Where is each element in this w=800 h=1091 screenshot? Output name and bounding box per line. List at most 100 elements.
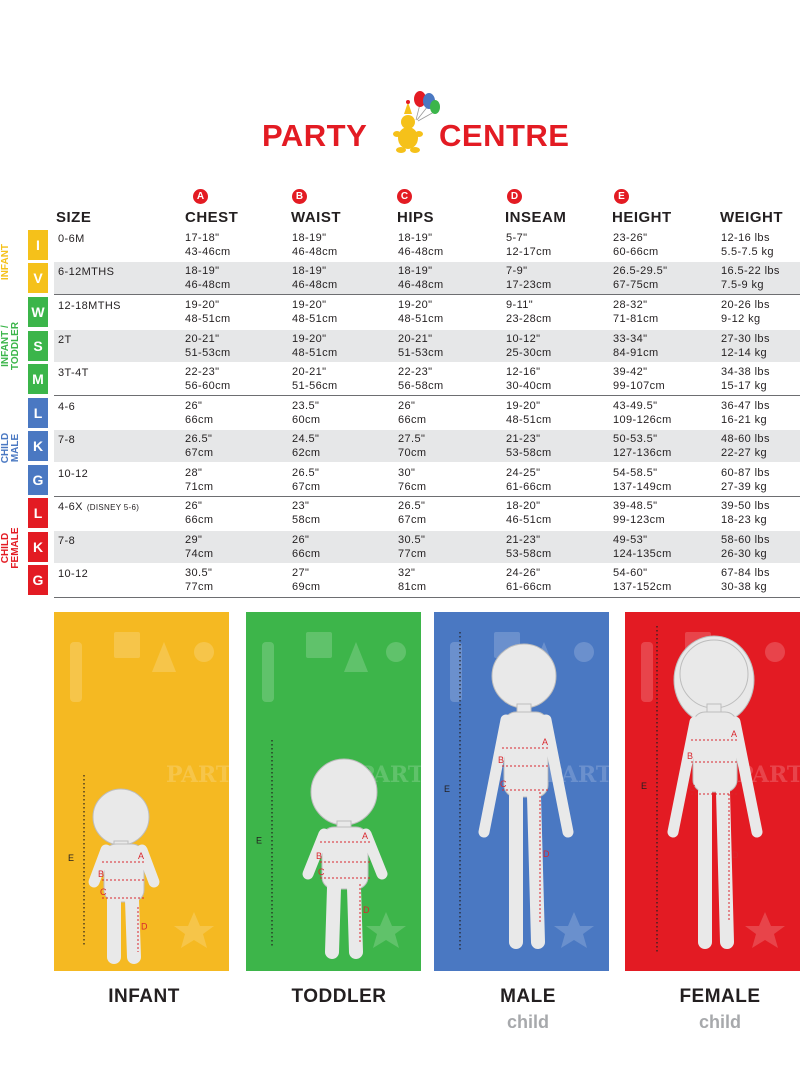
weight-metric: 7.5-9 kg bbox=[721, 279, 764, 291]
inseam-inches: 5-7" bbox=[506, 232, 528, 244]
svg-text:C: C bbox=[500, 779, 507, 789]
child-silhouette-icon: PARTY A BC D E bbox=[68, 632, 229, 964]
weight-cell: 20-26 lbs 9-12 kg bbox=[721, 298, 770, 326]
hips-cell: 22-23" 56-58cm bbox=[398, 365, 444, 393]
hips-cell: 20-21" 51-53cm bbox=[398, 332, 444, 360]
chest-inches: 26" bbox=[185, 500, 203, 512]
svg-text:C: C bbox=[689, 783, 696, 793]
svg-text:E: E bbox=[444, 784, 450, 794]
waist-cell: 23.5" 60cm bbox=[292, 399, 321, 427]
group-label: INFANT / TODDLER bbox=[0, 296, 25, 396]
svg-text:E: E bbox=[256, 836, 262, 846]
height-metric: 109-126cm bbox=[613, 414, 672, 426]
hips-cell: 18-19" 46-48cm bbox=[398, 264, 444, 292]
weight-cell: 58-60 lbs 26-30 kg bbox=[721, 533, 770, 561]
chest-metric: 67cm bbox=[185, 447, 214, 459]
inseam-metric: 30-40cm bbox=[506, 380, 552, 392]
inseam-cell: 9-11" 23-28cm bbox=[506, 298, 552, 326]
height-inches: 39-42" bbox=[613, 366, 648, 378]
height-inches: 43-49.5" bbox=[613, 400, 658, 412]
inseam-inches: 21-23" bbox=[506, 433, 541, 445]
hips-inches: 18-19" bbox=[398, 265, 433, 277]
inseam-cell: 21-23" 53-58cm bbox=[506, 432, 552, 460]
waist-metric: 69cm bbox=[292, 581, 321, 593]
weight-metric: 9-12 kg bbox=[721, 313, 761, 325]
weight-inches: 60-87 lbs bbox=[721, 467, 770, 479]
size-cell: 0-6M bbox=[58, 232, 85, 246]
weight-inches: 58-60 lbs bbox=[721, 534, 770, 546]
inseam-inches: 18-20" bbox=[506, 500, 541, 512]
svg-text:PARTY: PARTY bbox=[166, 762, 229, 788]
inseam-cell: 24-26" 61-66cm bbox=[506, 566, 552, 594]
height-metric: 60-66cm bbox=[613, 246, 659, 258]
hips-inches: 27.5" bbox=[398, 433, 426, 445]
svg-text:D: D bbox=[543, 849, 550, 859]
chest-marker: A bbox=[193, 189, 208, 204]
inseam-cell: 21-23" 53-58cm bbox=[506, 533, 552, 561]
header-height: HEIGHT bbox=[612, 209, 672, 226]
chest-metric: 66cm bbox=[185, 414, 214, 426]
inseam-cell: 10-12" 25-30cm bbox=[506, 332, 552, 360]
size-value: 10-12 bbox=[58, 468, 89, 480]
chest-cell: 29" 74cm bbox=[185, 533, 214, 561]
hips-metric: 70cm bbox=[398, 447, 427, 459]
size-cell: 6-12MTHS bbox=[58, 265, 114, 279]
height-cell: 43-49.5" 109-126cm bbox=[613, 399, 672, 427]
chest-metric: 56-60cm bbox=[185, 380, 231, 392]
size-letter-box: I bbox=[28, 230, 48, 260]
inseam-metric: 25-30cm bbox=[506, 347, 552, 359]
header-chest: CHEST bbox=[185, 209, 239, 226]
group-divider bbox=[54, 496, 800, 497]
table-row: 3T-4T 22-23" 56-60cm 20-21" 51-56cm 22-23" 56-… bbox=[54, 363, 800, 395]
weight-cell: 39-50 lbs 18-23 kg bbox=[721, 499, 770, 527]
chest-cell: 28" 71cm bbox=[185, 466, 214, 494]
size-letter-box: L bbox=[28, 398, 48, 428]
height-cell: 54-58.5" 137-149cm bbox=[613, 466, 672, 494]
weight-inches: 48-60 lbs bbox=[721, 433, 770, 445]
size-note: (DISNEY 5-6) bbox=[86, 503, 140, 512]
size-value: 7-8 bbox=[58, 535, 76, 547]
size-cell: 7-8 bbox=[58, 433, 75, 447]
hips-metric: 81cm bbox=[398, 581, 427, 593]
hips-metric: 46-48cm bbox=[398, 279, 444, 291]
size-letter-box: M bbox=[28, 364, 48, 394]
weight-inches: 34-38 lbs bbox=[721, 366, 770, 378]
weight-cell: 12-16 lbs 5.5-7.5 kg bbox=[721, 231, 774, 259]
chest-metric: 51-53cm bbox=[185, 347, 231, 359]
inseam-marker: D bbox=[507, 189, 522, 204]
chest-metric: 77cm bbox=[185, 581, 214, 593]
inseam-metric: 53-58cm bbox=[506, 447, 552, 459]
hips-cell: 30" 76cm bbox=[398, 466, 427, 494]
height-inches: 28-32" bbox=[613, 299, 648, 311]
waist-metric: 48-51cm bbox=[292, 313, 338, 325]
waist-metric: 60cm bbox=[292, 414, 321, 426]
chest-cell: 26" 66cm bbox=[185, 499, 214, 527]
hips-inches: 22-23" bbox=[398, 366, 433, 378]
weight-cell: 48-60 lbs 22-27 kg bbox=[721, 432, 770, 460]
group-label-line-2: MALE bbox=[10, 433, 21, 463]
group-label-line-2: FEMALE bbox=[10, 527, 21, 569]
hips-cell: 30.5" 77cm bbox=[398, 533, 427, 561]
waist-cell: 26" 66cm bbox=[292, 533, 321, 561]
size-letter-box: K bbox=[28, 532, 48, 562]
weight-inches: 12-16 lbs bbox=[721, 232, 770, 244]
svg-text:D: D bbox=[363, 905, 370, 915]
inseam-inches: 24-25" bbox=[506, 467, 541, 479]
hips-metric: 56-58cm bbox=[398, 380, 444, 392]
height-cell: 49-53" 124-135cm bbox=[613, 533, 672, 561]
size-letter-box: G bbox=[28, 565, 48, 595]
waist-inches: 19-20" bbox=[292, 333, 327, 345]
height-inches: 26.5-29.5" bbox=[613, 265, 668, 277]
weight-cell: 36-47 lbs 16-21 kg bbox=[721, 399, 770, 427]
mascot-balloons-icon bbox=[393, 91, 440, 153]
height-inches: 49-53" bbox=[613, 534, 648, 546]
caption-infant: INFANT bbox=[108, 986, 180, 1007]
size-letter-box: S bbox=[28, 331, 48, 361]
table-row: 10-12 30.5" 77cm 27" 69cm 32" 81cm 24-26" 61-66c… bbox=[54, 564, 800, 596]
chest-inches: 20-21" bbox=[185, 333, 220, 345]
weight-inches: 36-47 lbs bbox=[721, 400, 770, 412]
waist-metric: 46-48cm bbox=[292, 246, 338, 258]
inseam-metric: 23-28cm bbox=[506, 313, 552, 325]
weight-metric: 27-39 kg bbox=[721, 481, 768, 493]
chest-cell: 18-19" 46-48cm bbox=[185, 264, 231, 292]
